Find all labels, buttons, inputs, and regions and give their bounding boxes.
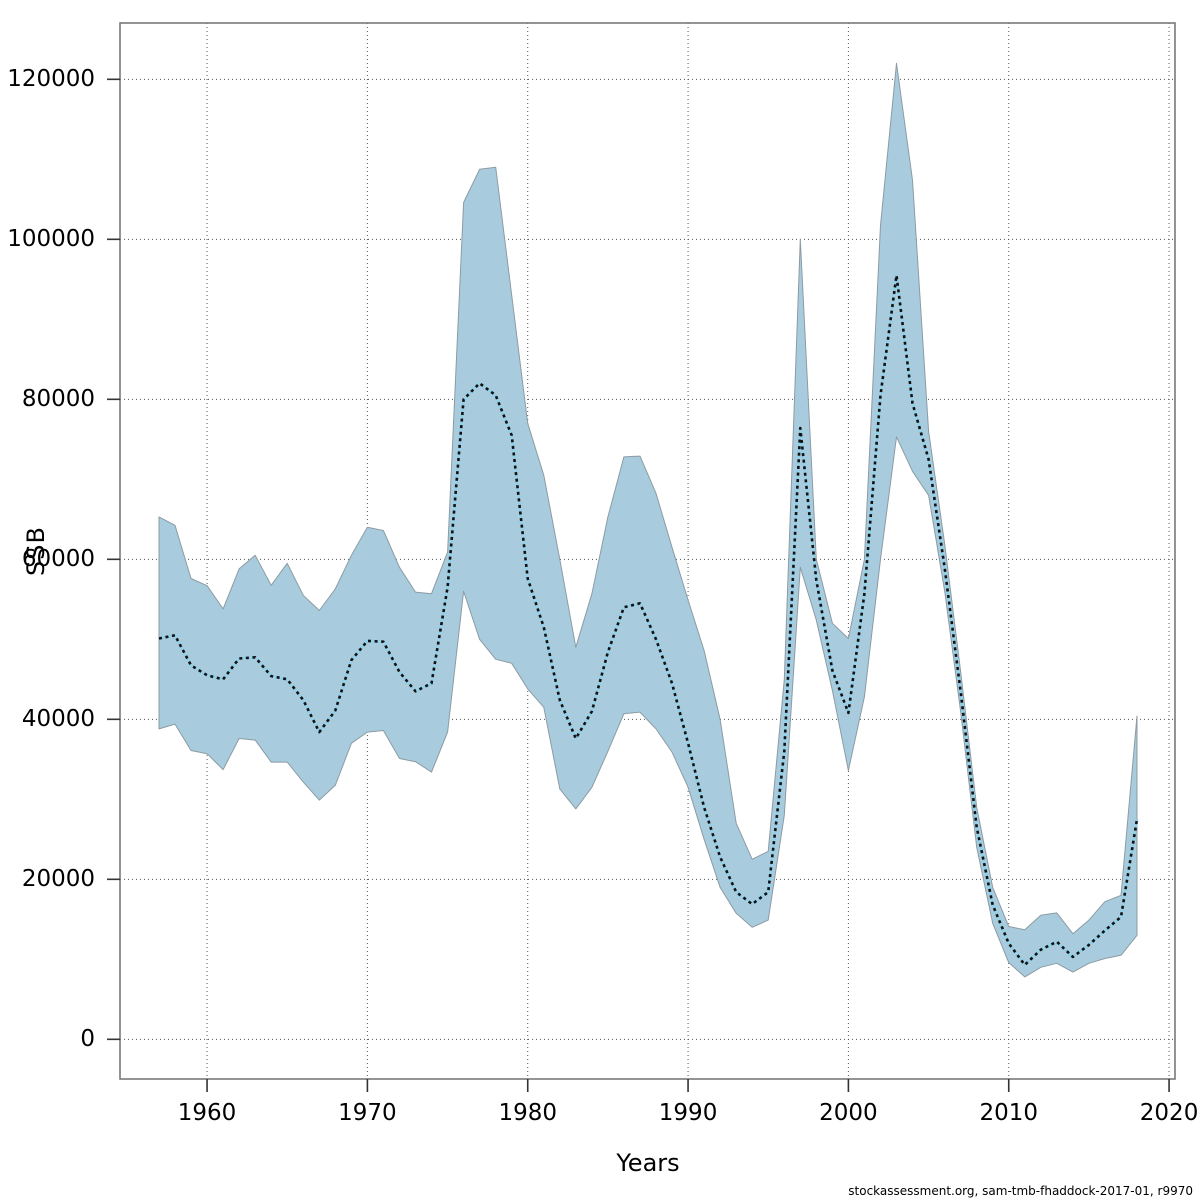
x-axis-tick-label: 2000 bbox=[819, 1100, 878, 1126]
x-axis-tick-label: 2020 bbox=[1139, 1100, 1199, 1126]
x-axis-tick-label: 1970 bbox=[338, 1100, 397, 1126]
x-axis-tick-label: 1990 bbox=[658, 1100, 718, 1126]
source-caption: stockassessment.org, sam-tmb-fhaddock-20… bbox=[848, 1184, 1193, 1198]
ssb-estimate-line bbox=[158, 274, 1139, 967]
y-axis-tick-label: 80000 bbox=[21, 386, 95, 413]
x-axis-tick-label: 1960 bbox=[177, 1100, 237, 1126]
x-axis-tick-label: 1980 bbox=[498, 1100, 557, 1126]
y-axis-tick-label: 60000 bbox=[21, 546, 95, 573]
y-axis-tick-label: 20000 bbox=[21, 866, 95, 893]
y-axis-tick-label: 120000 bbox=[7, 66, 95, 93]
x-axis-tick-label: 2010 bbox=[979, 1100, 1038, 1126]
plot-border bbox=[119, 22, 1176, 1080]
x-axis-title: Years bbox=[616, 1149, 680, 1177]
confidence-band bbox=[158, 62, 1138, 978]
y-axis-tick-label: 0 bbox=[80, 1026, 95, 1053]
y-axis-tick-label: 100000 bbox=[7, 226, 95, 253]
y-axis-tick-label: 40000 bbox=[21, 706, 95, 733]
